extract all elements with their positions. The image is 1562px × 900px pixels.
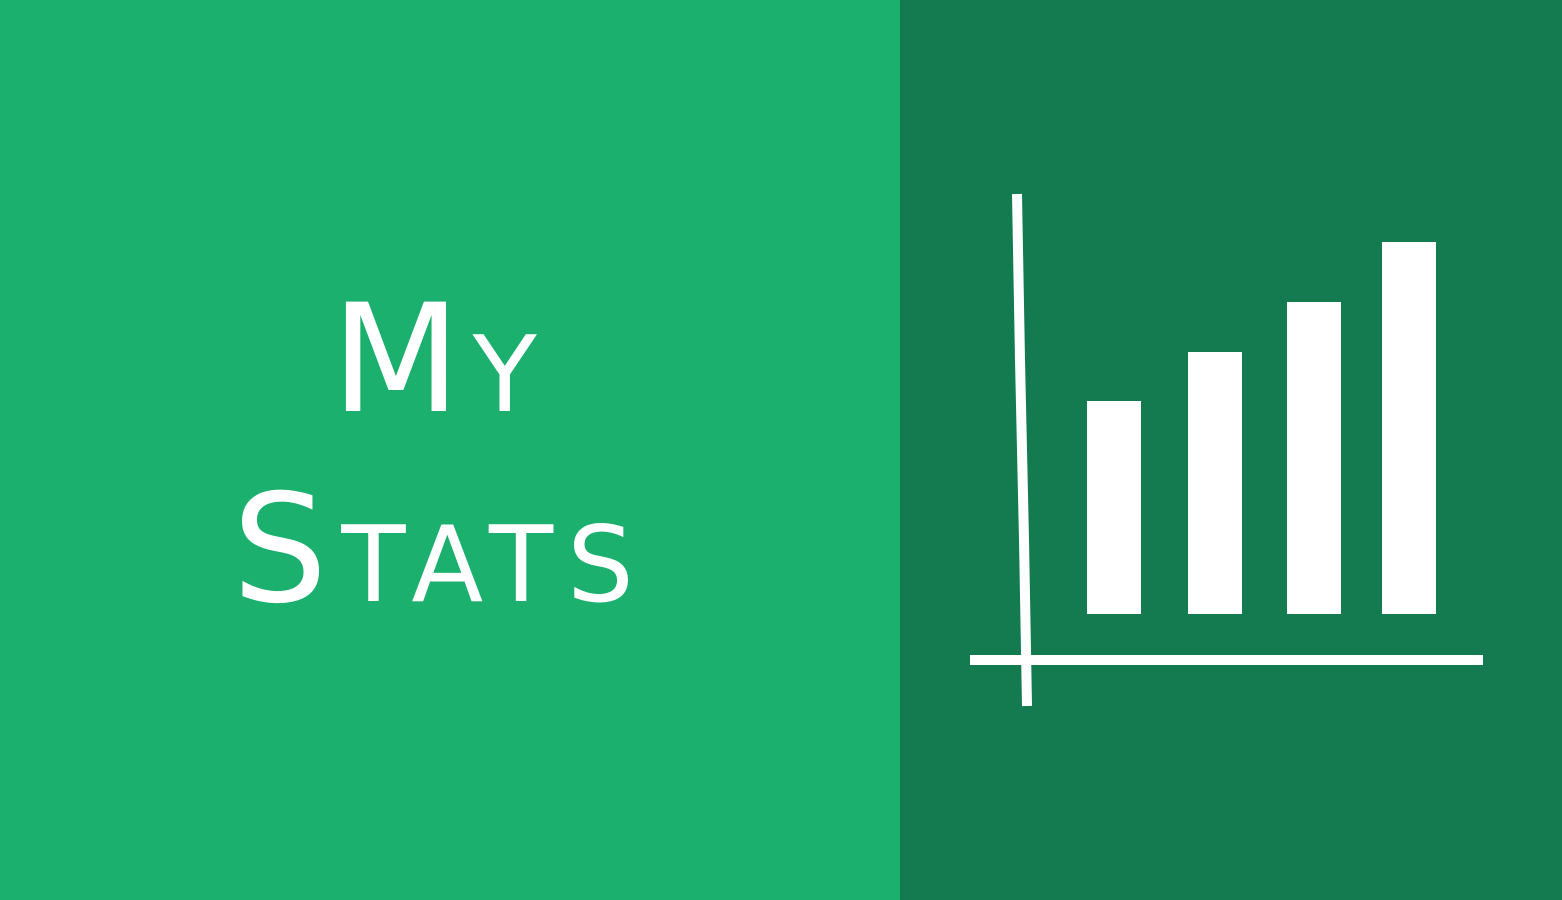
chart-bar-3 [1287,302,1341,614]
title-line-stats: Stats [232,463,648,637]
chart-y-axis [1012,193,1032,707]
chart-bar-1 [1087,401,1141,614]
chart-bars [1087,242,1436,614]
chart-bar-2 [1188,352,1242,614]
banner-title: My Stats [0,285,880,625]
title-panel: My Stats [0,0,900,900]
chart-bar-4 [1382,242,1436,614]
bar-chart-icon [970,193,1483,707]
title-line-my: My [331,273,549,447]
